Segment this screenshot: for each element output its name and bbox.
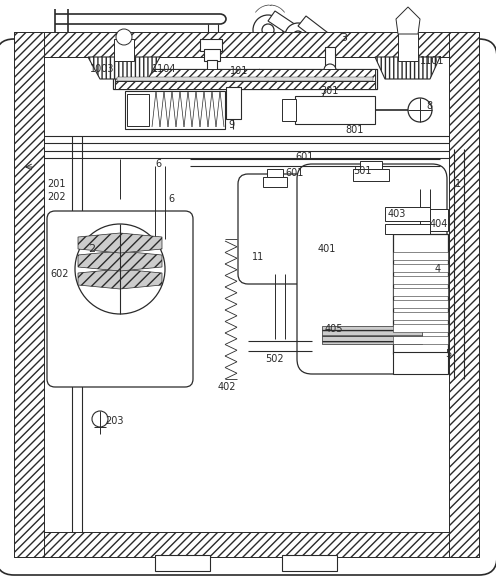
Text: 501: 501: [353, 166, 372, 176]
Bar: [204, 49, 220, 61]
Text: 1101: 1101: [420, 56, 444, 66]
Text: 101: 101: [230, 66, 248, 76]
Bar: [385, 207, 430, 221]
Bar: [14, 32, 479, 57]
FancyBboxPatch shape: [238, 174, 313, 284]
Text: 404: 404: [430, 219, 448, 229]
Polygon shape: [268, 11, 302, 39]
Polygon shape: [88, 57, 160, 79]
FancyBboxPatch shape: [297, 164, 447, 374]
Bar: [360, 161, 382, 169]
Bar: [393, 336, 448, 344]
Text: 8: 8: [426, 101, 432, 111]
Text: 9: 9: [228, 120, 234, 130]
Bar: [117, 77, 373, 81]
Bar: [393, 324, 448, 332]
FancyBboxPatch shape: [0, 39, 496, 575]
Bar: [398, 33, 418, 61]
Bar: [393, 288, 448, 296]
Bar: [267, 169, 283, 177]
Bar: [385, 224, 430, 234]
Bar: [114, 39, 134, 61]
Text: 301: 301: [320, 86, 338, 96]
Text: 602: 602: [50, 269, 68, 279]
Text: 201: 201: [47, 179, 65, 189]
Circle shape: [324, 64, 336, 76]
FancyBboxPatch shape: [47, 211, 193, 387]
Text: 203: 203: [105, 416, 124, 426]
Bar: [393, 234, 448, 354]
Circle shape: [408, 98, 432, 122]
Polygon shape: [78, 233, 162, 253]
Text: 6: 6: [155, 159, 161, 169]
Circle shape: [320, 37, 340, 57]
Text: 601: 601: [285, 168, 304, 178]
Bar: [155, 555, 210, 571]
Bar: [115, 69, 375, 81]
Bar: [282, 555, 337, 571]
Text: 202: 202: [47, 192, 65, 202]
Circle shape: [75, 224, 165, 314]
Bar: [295, 96, 375, 124]
Text: 1003: 1003: [90, 64, 115, 74]
Text: 801: 801: [345, 125, 364, 135]
Bar: [393, 352, 448, 374]
Bar: [207, 60, 217, 70]
Text: 11: 11: [252, 252, 264, 262]
Text: 403: 403: [388, 209, 406, 219]
Bar: [449, 32, 479, 557]
Bar: [393, 276, 448, 284]
Bar: [113, 69, 377, 89]
Text: 2: 2: [88, 244, 95, 254]
Polygon shape: [78, 269, 162, 289]
Text: 401: 401: [318, 244, 336, 254]
Text: 402: 402: [218, 382, 237, 392]
Text: 1104: 1104: [152, 64, 177, 74]
Polygon shape: [396, 7, 420, 34]
Bar: [393, 252, 448, 260]
Bar: [115, 81, 375, 89]
Circle shape: [116, 29, 132, 45]
Bar: [393, 264, 448, 272]
Circle shape: [92, 411, 108, 427]
Text: 1: 1: [455, 179, 461, 189]
Circle shape: [253, 15, 283, 45]
Polygon shape: [78, 251, 162, 271]
Bar: [282, 99, 296, 121]
Text: 5: 5: [445, 349, 451, 359]
Text: 502: 502: [265, 354, 284, 364]
Bar: [200, 39, 222, 51]
Polygon shape: [375, 57, 440, 79]
Text: 601: 601: [295, 152, 313, 162]
Text: 4: 4: [435, 264, 441, 274]
Bar: [226, 87, 241, 119]
Circle shape: [262, 24, 274, 36]
Bar: [430, 209, 448, 231]
Bar: [14, 32, 44, 557]
Bar: [263, 177, 287, 187]
Circle shape: [293, 31, 303, 41]
Bar: [127, 94, 149, 126]
Bar: [322, 326, 422, 344]
Text: 3: 3: [340, 33, 347, 43]
Text: 6: 6: [168, 194, 174, 204]
Polygon shape: [298, 16, 336, 49]
Bar: [353, 169, 389, 181]
Bar: [14, 532, 479, 557]
Text: 405: 405: [325, 324, 344, 334]
Bar: [325, 47, 335, 69]
Bar: [125, 91, 225, 129]
Bar: [393, 300, 448, 308]
Bar: [393, 312, 448, 320]
Circle shape: [285, 23, 311, 49]
